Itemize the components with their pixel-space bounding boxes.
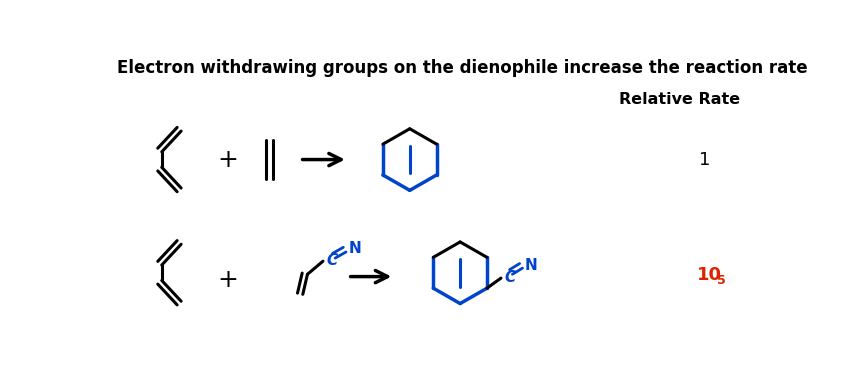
Text: +: + <box>218 268 238 293</box>
Text: 1: 1 <box>698 150 710 169</box>
Text: C: C <box>327 253 338 268</box>
Text: N: N <box>525 258 538 272</box>
Text: Relative Rate: Relative Rate <box>619 92 740 107</box>
Text: 10: 10 <box>697 266 722 284</box>
Text: N: N <box>348 241 361 256</box>
Text: Electron withdrawing groups on the dienophile increase the reaction rate: Electron withdrawing groups on the dieno… <box>117 59 808 78</box>
Text: C: C <box>504 270 515 285</box>
Text: 5: 5 <box>716 274 725 287</box>
Text: +: + <box>218 147 238 171</box>
